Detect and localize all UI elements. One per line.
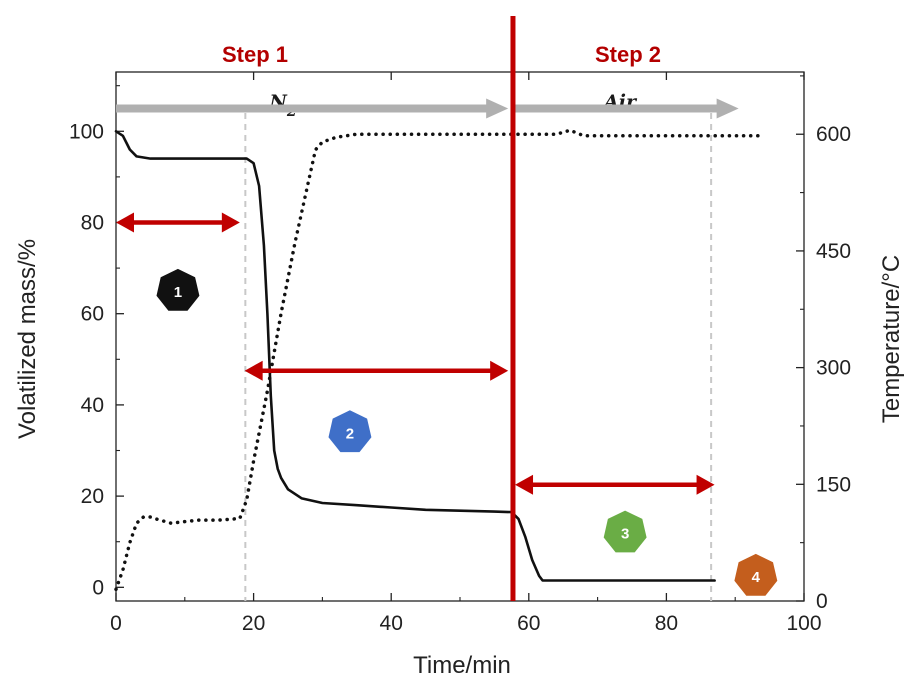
y2-tick-label: 450	[816, 240, 851, 263]
y-tick-label: 20	[81, 485, 104, 508]
atmosphere-arrow-head	[716, 98, 739, 119]
x-tick-label: 0	[110, 612, 122, 635]
y2-tick-label: 150	[816, 473, 851, 496]
step-1-label: Step 1	[222, 42, 288, 67]
y-tick-label: 80	[81, 211, 104, 234]
stage-arrow-head-left	[244, 360, 263, 381]
stage-badge-3	[603, 510, 647, 553]
step-2-label: Step 2	[595, 42, 661, 67]
stage-badge-label: 4	[752, 569, 761, 586]
stage-arrow-head-right	[221, 212, 240, 233]
x-tick-label: 100	[786, 612, 821, 635]
plot-frame	[115, 71, 805, 602]
stage-badge-4	[734, 553, 778, 596]
x-tick-label: 40	[380, 612, 403, 635]
y-tick-label: 0	[92, 576, 104, 599]
y2-tick-label: 300	[816, 357, 851, 380]
stage-badges: 1 2 3 4	[156, 268, 778, 596]
stage-arrow-head-right	[696, 474, 715, 495]
y-tick-label: 40	[81, 394, 104, 417]
temperature-curve	[114, 128, 765, 592]
x-tick-label: 60	[517, 612, 540, 635]
stage-badge-2	[328, 410, 372, 453]
mass-curve	[114, 130, 716, 582]
y2-axis-title: Temperature/°C	[878, 255, 905, 423]
stage-badge-label: 2	[346, 425, 354, 442]
y-tick-label: 60	[81, 303, 104, 326]
x-tick-label: 80	[655, 612, 678, 635]
y-tick-label: 100	[69, 120, 104, 143]
y2-tick-label: 0	[816, 590, 828, 613]
atmosphere-arrow-head	[486, 98, 509, 119]
stage-badge-label: 3	[621, 526, 629, 543]
stage-arrow-head-right	[490, 360, 509, 381]
stage-badge-1	[156, 268, 200, 311]
y-axis-title: Volatilized mass/%	[14, 239, 41, 439]
x-tick-label: 20	[242, 612, 265, 635]
y2-tick-label: 600	[816, 123, 851, 146]
stage-badge-label: 1	[174, 284, 182, 301]
x-axis-title: Time/min	[413, 652, 511, 679]
stage-arrow-head-left	[515, 474, 534, 495]
stage-arrow-head-left	[116, 212, 134, 233]
